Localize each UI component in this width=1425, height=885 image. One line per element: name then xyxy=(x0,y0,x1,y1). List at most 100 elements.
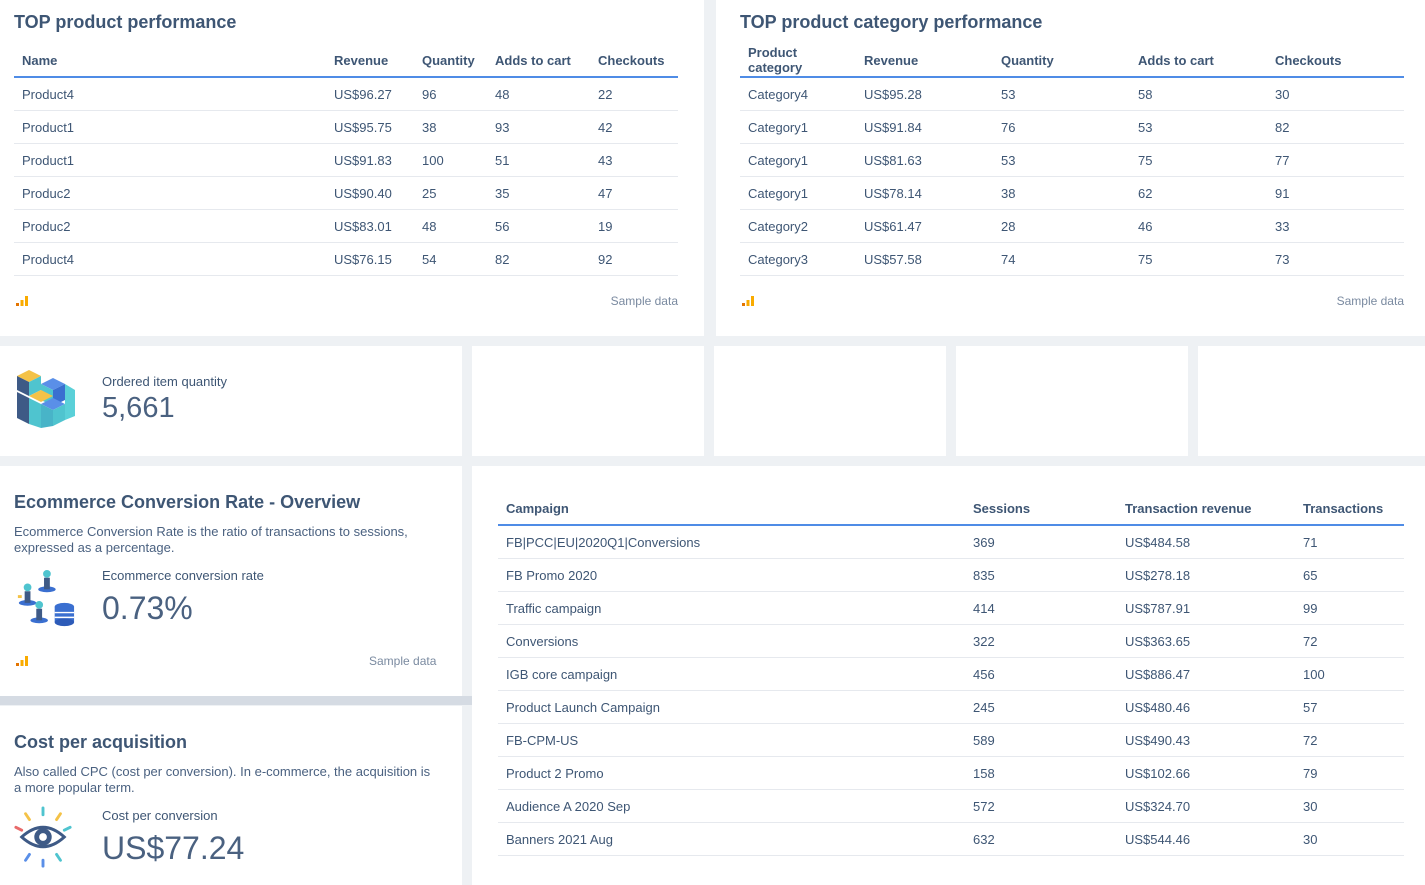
cell: US$886.47 xyxy=(1117,657,1295,691)
cell: 53 xyxy=(993,143,1130,177)
cell: 369 xyxy=(965,525,1117,559)
cell: 19 xyxy=(590,209,678,243)
cell: 82 xyxy=(1267,110,1404,144)
cell: 73 xyxy=(1267,242,1404,276)
column-header[interactable]: Checkouts xyxy=(590,44,678,78)
cell: 79 xyxy=(1295,756,1404,790)
cell: Category3 xyxy=(740,242,856,276)
top-products-table: Name Revenue Quantity Adds to cart Check… xyxy=(14,44,678,276)
cell: US$96.27 xyxy=(326,77,414,111)
cell: FB|PCC|EU|2020Q1|Conversions xyxy=(498,525,965,559)
column-header[interactable]: Campaign xyxy=(498,492,965,526)
table-row: Category1 US$81.63 53 75 77 xyxy=(740,143,1404,177)
campaigns-card: Campaign Sessions Transaction revenue Tr… xyxy=(472,466,1425,885)
cell: 25 xyxy=(414,176,487,210)
cell: Category1 xyxy=(740,176,856,210)
cell: 58 xyxy=(1130,77,1267,111)
table-row: FB Promo 2020 835 US$278.18 65 xyxy=(498,558,1404,592)
cell: US$81.63 xyxy=(856,143,993,177)
cell: US$57.58 xyxy=(856,242,993,276)
column-header[interactable]: Revenue xyxy=(856,44,993,78)
column-header[interactable]: Checkouts xyxy=(1267,44,1404,78)
cell: US$787.91 xyxy=(1117,591,1295,625)
cell: IGB core campaign xyxy=(498,657,965,691)
column-header[interactable]: Name xyxy=(14,44,326,78)
column-header[interactable]: Quantity xyxy=(414,44,487,78)
cell: US$61.47 xyxy=(856,209,993,243)
analytics-icon xyxy=(742,296,754,306)
card-description: Ecommerce Conversion Rate is the ratio o… xyxy=(14,524,408,555)
section-divider xyxy=(0,696,472,705)
top-categories-card: TOP product category performance Product… xyxy=(716,0,1425,336)
kpi-label: Cost per conversion xyxy=(102,808,218,823)
cell: US$278.18 xyxy=(1117,558,1295,592)
cell: 53 xyxy=(993,77,1130,111)
card-title: TOP product category performance xyxy=(740,12,1043,32)
cell: Category4 xyxy=(740,77,856,111)
cell: FB Promo 2020 xyxy=(498,558,965,592)
cell: 38 xyxy=(414,110,487,144)
cell: US$102.66 xyxy=(1117,756,1295,790)
table-header-row: Name Revenue Quantity Adds to cart Check… xyxy=(14,44,678,78)
table-row: Produc2 US$90.40 25 35 47 xyxy=(14,176,678,210)
cell: Product4 xyxy=(14,242,326,276)
cell: Category2 xyxy=(740,209,856,243)
cell: 72 xyxy=(1295,624,1404,658)
column-header[interactable]: Quantity xyxy=(993,44,1130,78)
empty-card xyxy=(956,346,1188,456)
cell: 51 xyxy=(487,143,590,177)
ordered-quantity-card: Ordered item quantity 5,661 xyxy=(0,346,462,456)
kpi-label: Ecommerce conversion rate xyxy=(102,568,264,583)
column-header[interactable]: Transaction revenue xyxy=(1117,492,1295,526)
column-header[interactable]: Adds to cart xyxy=(487,44,590,78)
empty-card xyxy=(472,346,704,456)
kpi-value: US$77.24 xyxy=(102,830,245,866)
table-row: Category1 US$78.14 38 62 91 xyxy=(740,176,1404,210)
column-header[interactable]: Transactions xyxy=(1295,492,1404,526)
card-title: TOP product performance xyxy=(14,12,237,32)
sample-data-note: Sample data xyxy=(369,654,437,668)
column-header[interactable]: Sessions xyxy=(965,492,1117,526)
cell: Product4 xyxy=(14,77,326,111)
table-row: Audience A 2020 Sep 572 US$324.70 30 xyxy=(498,789,1404,823)
cell: 42 xyxy=(590,110,678,144)
kpi-value: 5,661 xyxy=(102,392,175,424)
cell: 46 xyxy=(1130,209,1267,243)
cell: 82 xyxy=(487,242,590,276)
cell: Category1 xyxy=(740,110,856,144)
cell: 835 xyxy=(965,558,1117,592)
table-row: Product4 US$76.15 54 82 92 xyxy=(14,242,678,276)
cell: Product Launch Campaign xyxy=(498,690,965,724)
cell: 71 xyxy=(1295,525,1404,559)
column-header[interactable]: Product category xyxy=(740,44,856,78)
cell: 245 xyxy=(965,690,1117,724)
table-row: Product 2 Promo 158 US$102.66 79 xyxy=(498,756,1404,790)
cell: 38 xyxy=(993,176,1130,210)
table-row: Conversions 322 US$363.65 72 xyxy=(498,624,1404,658)
cell: Traffic campaign xyxy=(498,591,965,625)
empty-card xyxy=(714,346,946,456)
cell: 632 xyxy=(965,822,1117,856)
table-row: FB-CPM-US 589 US$490.43 72 xyxy=(498,723,1404,757)
cell: 572 xyxy=(965,789,1117,823)
table-header-row: Campaign Sessions Transaction revenue Tr… xyxy=(498,492,1404,526)
top-products-card: TOP product performance Name Revenue Qua… xyxy=(0,0,704,336)
cell: US$480.46 xyxy=(1117,690,1295,724)
cell: 414 xyxy=(965,591,1117,625)
cell: US$484.58 xyxy=(1117,525,1295,559)
empty-card xyxy=(1198,346,1425,456)
cell: 28 xyxy=(993,209,1130,243)
table-row: Category4 US$95.28 53 58 30 xyxy=(740,77,1404,111)
card-description: Also called CPC (cost per conversion). I… xyxy=(14,764,431,795)
eye-icon xyxy=(14,806,72,868)
cell: 100 xyxy=(1295,657,1404,691)
cell: 48 xyxy=(487,77,590,111)
cell: US$490.43 xyxy=(1117,723,1295,757)
cell: US$83.01 xyxy=(326,209,414,243)
column-header[interactable]: Revenue xyxy=(326,44,414,78)
card-title: Ecommerce Conversion Rate - Overview xyxy=(14,492,361,512)
kpi-value: 0.73% xyxy=(102,590,193,626)
column-header[interactable]: Adds to cart xyxy=(1130,44,1267,78)
table-row: Category3 US$57.58 74 75 73 xyxy=(740,242,1404,276)
table-header-row: Product category Revenue Quantity Adds t… xyxy=(740,44,1404,78)
